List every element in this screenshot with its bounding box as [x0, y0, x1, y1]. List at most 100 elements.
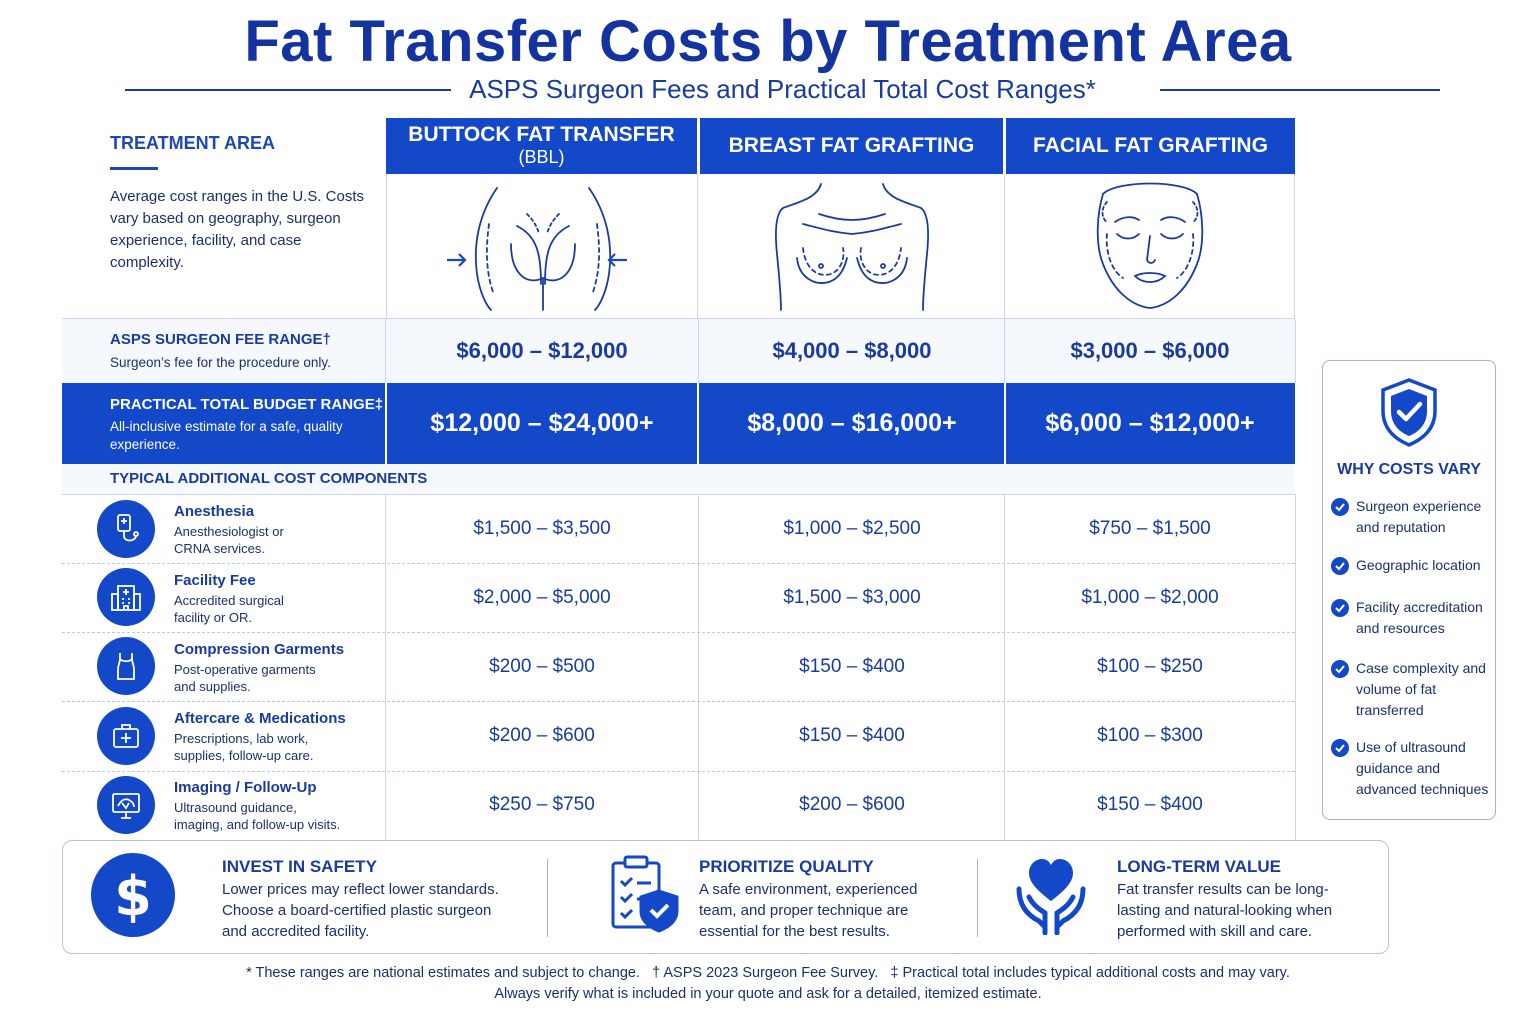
why-item: Facility accreditation and resources: [1331, 597, 1493, 639]
component-subtitle-line: CRNA services.: [174, 541, 266, 556]
column-divider: [385, 494, 386, 840]
quality-title: PRIORITIZE QUALITY: [699, 857, 874, 876]
component-title: Anesthesia: [174, 503, 255, 520]
longterm-title: LONG-TERM VALUE: [1117, 857, 1282, 876]
surgeon-fee-buttock: $6,000 – $12,000: [456, 338, 628, 363]
treatment-area-description: Average cost ranges in the U.S. Costs va…: [110, 188, 365, 271]
surgeon-fee-subtitle: Surgeon’s fee for the procedure only.: [110, 355, 331, 370]
shield-check-icon: [1379, 377, 1439, 452]
row-divider: [62, 563, 1295, 564]
component-subtitle-line: facility or OR.: [174, 610, 253, 625]
check-icon: [1331, 739, 1349, 757]
column-divider: [1295, 319, 1296, 383]
components-heading: TYPICAL ADDITIONAL COST COMPONENTS: [110, 470, 428, 487]
surgeon-fee-row: [62, 319, 1295, 383]
budget-breast: $8,000 – $16,000+: [747, 409, 957, 437]
component-subtitle-line: Anesthesiologist or: [174, 524, 284, 539]
column-header-breast-title: BREAST FAT GRAFTING: [728, 134, 975, 157]
surgeon-fee-face: $3,000 – $6,000: [1070, 338, 1230, 363]
component-value: $1,500 – $3,500: [473, 517, 611, 539]
check-icon: [1331, 599, 1349, 617]
row-divider: [62, 318, 1295, 319]
why-item-text: Facility accreditation and resources: [1356, 599, 1483, 636]
column-divider: [1004, 494, 1005, 840]
buttocks-illustration-icon: [386, 174, 698, 318]
surgeon-fee-breast: $4,000 – $8,000: [772, 338, 932, 363]
check-icon: [1331, 660, 1349, 678]
row-divider: [62, 701, 1295, 702]
component-subtitle-line: and supplies.: [174, 679, 251, 694]
component-subtitle: Post-operative garments and supplies.: [174, 661, 374, 695]
monitor-icon: [97, 776, 155, 834]
check-icon: [1331, 498, 1349, 516]
row-divider: [62, 771, 1295, 772]
column-divider: [698, 494, 699, 840]
component-value: $100 – $250: [1097, 655, 1203, 677]
budget-subtitle: All-inclusive estimate for a safe, quali…: [110, 419, 343, 452]
treatment-area-label: TREATMENT AREA: [110, 133, 275, 153]
component-title: Imaging / Follow-Up: [174, 779, 317, 796]
column-header-buttock: BUTTOCK FAT TRANSFER (BBL): [386, 118, 697, 174]
subtitle-rule-left: [125, 89, 475, 91]
page-subtitle: ASPS Surgeon Fees and Practical Total Co…: [125, 74, 1440, 105]
invest-title: INVEST IN SAFETY: [222, 857, 377, 876]
breast-illustration-icon: [699, 174, 1005, 318]
why-item-text: Geographic location: [1356, 557, 1481, 573]
quality-text: A safe environment, experienced team, an…: [699, 881, 918, 940]
iv-bag-icon: [97, 500, 155, 558]
component-value: $1,000 – $2,500: [783, 517, 921, 539]
component-value: $150 – $400: [1097, 794, 1203, 815]
component-title: Aftercare & Medications: [174, 710, 346, 727]
why-item: Use of ultrasound guidance and advanced …: [1331, 737, 1493, 800]
treatment-area-rule: [110, 167, 158, 170]
why-item: Case complexity and volume of fat transf…: [1331, 658, 1493, 721]
column-header-breast: BREAST FAT GRAFTING: [700, 118, 1003, 174]
why-item-text: Surgeon experience and reputation: [1356, 498, 1482, 535]
budget-divider: [1004, 383, 1006, 464]
component-title: Facility Fee: [174, 572, 256, 589]
footnote-line-1: * These ranges are national estimates an…: [246, 965, 1290, 981]
component-subtitle-line: Ultrasound guidance,: [174, 800, 297, 815]
column-header-buttock-subtitle: (BBL): [518, 147, 565, 167]
budget-row: [62, 383, 1295, 464]
component-subtitle-line: supplies, follow-up care.: [174, 748, 314, 763]
panel-divider: [977, 859, 978, 937]
component-value: $750 – $1,500: [1089, 517, 1211, 539]
surgeon-fee-title: ASPS SURGEON FEE RANGE†: [110, 331, 331, 348]
component-value: $1,000 – $2,000: [1081, 586, 1219, 608]
component-value: $200 – $600: [799, 794, 905, 815]
why-item: Geographic location: [1331, 555, 1493, 576]
heart-hands-icon: [1015, 855, 1087, 940]
subtitle-rule-right: [1160, 89, 1440, 91]
column-header-buttock-title: BUTTOCK FAT TRANSFER: [408, 123, 675, 146]
subtitle-row: ASPS Surgeon Fees and Practical Total Co…: [125, 74, 1440, 106]
panel-divider: [547, 859, 548, 937]
longterm-text: Fat transfer results can be long-lasting…: [1117, 881, 1333, 940]
component-subtitle: Accredited surgical facility or OR.: [174, 592, 374, 626]
why-item: Surgeon experience and reputation: [1331, 496, 1493, 538]
component-value: $150 – $400: [799, 655, 905, 677]
footnote-line-2: Always verify what is included in your q…: [494, 986, 1042, 1002]
column-divider: [385, 319, 386, 383]
budget-title: PRACTICAL TOTAL BUDGET RANGE‡: [110, 396, 384, 413]
component-value: $100 – $300: [1097, 725, 1203, 746]
why-costs-vary-title: WHY COSTS VARY: [1337, 461, 1481, 478]
bottom-panel: $ INVEST IN SAFETY Lower prices may refl…: [62, 840, 1389, 954]
row-divider: [62, 494, 1295, 495]
component-subtitle-line: Prescriptions, lab work,: [174, 731, 309, 746]
component-value: $150 – $400: [799, 725, 905, 746]
component-title: Compression Garments: [174, 641, 345, 658]
budget-buttock: $12,000 – $24,000+: [430, 409, 654, 437]
column-divider: [1295, 494, 1296, 840]
column-header-face: FACIAL FAT GRAFTING: [1006, 118, 1295, 174]
why-item-text: Case complexity and volume of fat transf…: [1356, 660, 1486, 718]
page-title: Fat Transfer Costs by Treatment Area: [244, 9, 1292, 74]
budget-divider: [385, 383, 387, 464]
medical-kit-icon: [97, 707, 155, 765]
component-subtitle-line: imaging, and follow-up visits.: [174, 817, 341, 832]
column-divider: [1004, 319, 1005, 383]
component-value: $200 – $500: [489, 655, 595, 677]
invest-text: Lower prices may reflect lower standards…: [222, 881, 499, 940]
hospital-icon: [97, 568, 155, 626]
component-value: $2,000 – $5,000: [473, 586, 611, 608]
